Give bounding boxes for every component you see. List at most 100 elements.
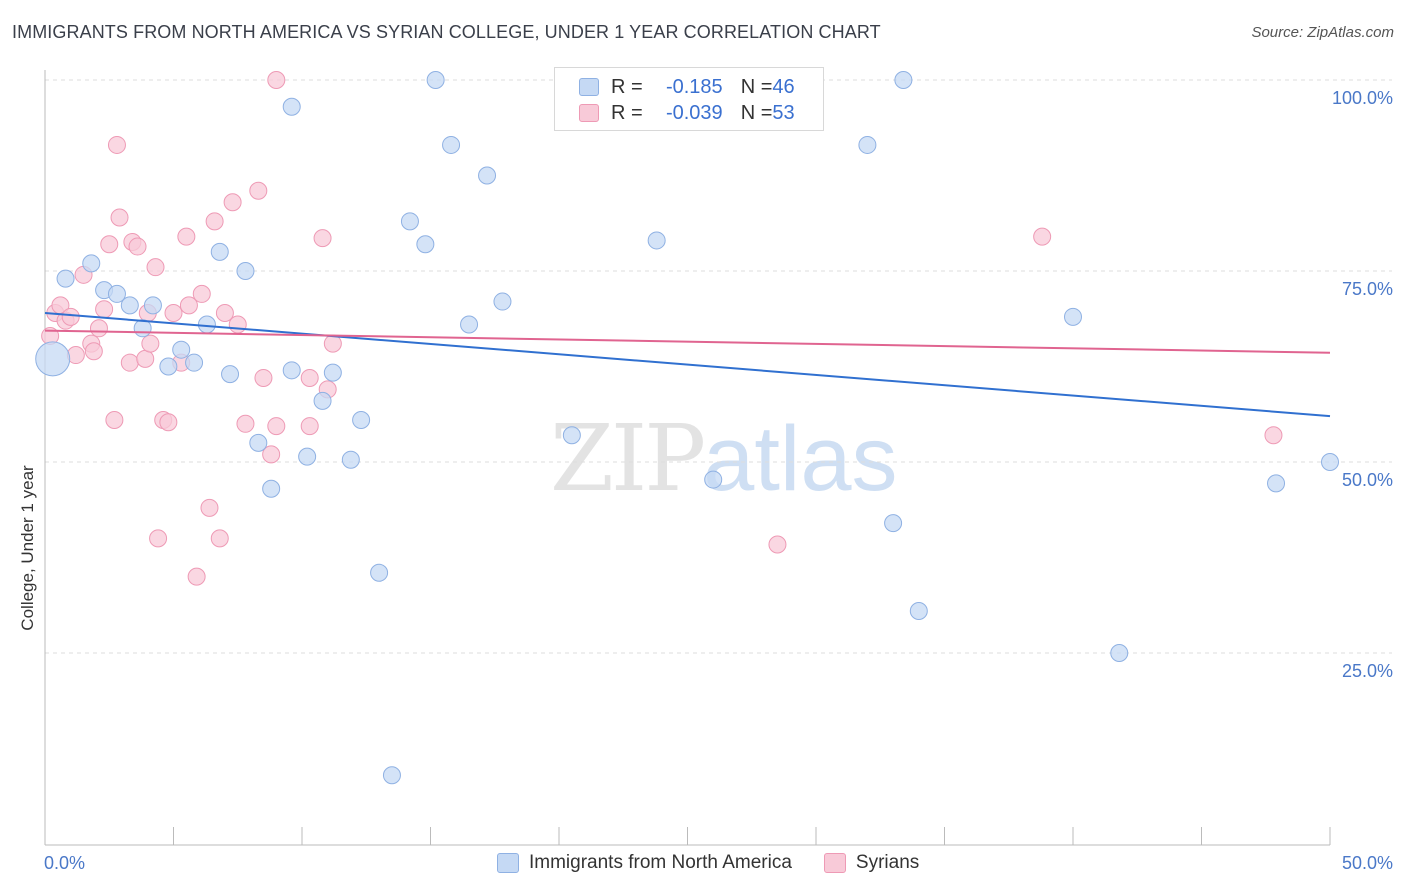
pink-point-13: [107, 135, 126, 154]
x-tick-label-0: 0.0%: [44, 853, 85, 873]
blue-point-15: [249, 433, 268, 452]
trend-line-syrians: [44, 329, 1331, 354]
legend-syrians-label: Syrians: [855, 852, 920, 873]
pink-point-12: [105, 410, 124, 429]
pink-point-25: [164, 304, 183, 323]
blue-point-0: [35, 341, 71, 377]
blue-point-30: [460, 315, 479, 334]
blue-swatch: [579, 78, 599, 96]
blue-point-19: [298, 447, 317, 466]
pink-point-9: [89, 319, 108, 338]
blue-point-11: [197, 315, 216, 334]
blue-point-35: [704, 470, 723, 489]
trend-lines: [44, 312, 1331, 418]
pink-point-37: [236, 414, 255, 433]
pink-point-51: [1264, 426, 1283, 445]
n-value-blue: 46: [772, 75, 795, 98]
blue-point-10: [185, 353, 204, 372]
pink-point-34: [215, 304, 234, 323]
blue-point-14: [236, 262, 255, 280]
blue-point-13: [210, 242, 229, 261]
blue-point-38: [894, 71, 913, 89]
series-legend: Immigrants from North America Syrians: [497, 852, 919, 874]
pink-point-31: [200, 498, 219, 517]
pink-point-17: [128, 237, 147, 256]
blue-point-7: [143, 296, 162, 315]
blue-point-39: [909, 601, 928, 620]
blue-point-42: [1267, 474, 1286, 493]
pink-point-50: [1033, 227, 1052, 246]
pink-point-40: [262, 445, 281, 464]
blue-point-40: [1064, 307, 1082, 326]
legend-immigrants-label: Immigrants from North America: [529, 852, 792, 873]
pink-point-39: [254, 368, 273, 387]
blue-point-6: [133, 319, 152, 338]
blue-point-8: [159, 357, 178, 376]
stats-legend: R = -0.185 N = 46 R = -0.039 N = 53: [554, 67, 824, 131]
y-tick-label-1: 75.0%: [1342, 279, 1393, 299]
pink-point-15: [120, 353, 139, 372]
pink-point-41: [267, 417, 286, 436]
pink-point-10: [95, 300, 114, 319]
pink-point-21: [146, 258, 165, 277]
pink-point-35: [223, 193, 242, 212]
blue-point-28: [426, 71, 445, 89]
blue-point-18: [282, 361, 301, 380]
pink-point-18: [136, 349, 155, 368]
blue-point-16: [262, 479, 281, 498]
axes: [44, 70, 1331, 846]
blue-point-2: [82, 254, 101, 273]
r-value-pink: -0.039: [665, 101, 723, 124]
pink-point-33: [210, 529, 229, 548]
blue-point-33: [562, 426, 581, 445]
watermark: ZIPatlas: [550, 405, 898, 512]
blue-point-32: [493, 292, 512, 311]
watermark-zip: ZIP: [550, 405, 706, 512]
stats-legend-row-blue: R = -0.185 N = 46: [579, 75, 795, 99]
pink-point-49: [768, 535, 787, 554]
blue-point-36: [858, 135, 877, 154]
y-tick-label-2: 50.0%: [1342, 470, 1393, 490]
pink-point-8: [84, 342, 103, 361]
immigrants-points: [35, 71, 1339, 785]
r-label-blue: R =: [611, 75, 643, 98]
blue-point-17: [282, 97, 301, 116]
blue-point-20: [313, 391, 332, 410]
stats-legend-row-pink: R = -0.039 N = 53: [579, 101, 795, 125]
y-tick-label-0: 100.0%: [1332, 88, 1393, 108]
legend-blue-swatch: [497, 853, 519, 873]
pink-point-44: [300, 417, 319, 436]
y-tick-label-3: 25.0%: [1342, 661, 1393, 681]
blue-point-34: [647, 231, 666, 250]
blue-point-9: [172, 340, 191, 359]
blue-point-22: [341, 450, 360, 469]
blue-point-4: [107, 284, 126, 303]
x-tick-label-1: 50.0%: [1342, 853, 1393, 873]
blue-point-43: [1321, 453, 1339, 471]
r-value-blue: -0.185: [665, 75, 723, 98]
n-label-blue: N =: [740, 75, 773, 98]
pink-point-27: [177, 227, 196, 246]
blue-point-23: [352, 410, 371, 429]
pink-point-32: [205, 212, 224, 231]
blue-point-25: [382, 766, 401, 785]
blue-point-27: [416, 235, 435, 254]
pink-point-45: [313, 229, 332, 248]
pink-point-28: [179, 296, 198, 315]
blue-point-5: [120, 296, 139, 315]
pink-point-42: [267, 71, 286, 89]
pink-point-38: [249, 181, 268, 200]
blue-point-24: [370, 563, 389, 582]
r-label-pink: R =: [611, 101, 643, 124]
pink-point-36: [228, 315, 247, 334]
syrians-points: [41, 71, 1283, 586]
pink-point-47: [323, 334, 342, 353]
chart-source: Source: ZipAtlas.com: [1251, 24, 1394, 41]
pink-point-24: [159, 413, 178, 432]
blue-point-26: [400, 212, 419, 231]
chart-title: IMMIGRANTS FROM NORTH AMERICA VS SYRIAN …: [12, 22, 881, 42]
n-value-pink: 53: [772, 101, 795, 124]
blue-point-29: [442, 135, 461, 154]
pink-swatch: [579, 104, 599, 122]
